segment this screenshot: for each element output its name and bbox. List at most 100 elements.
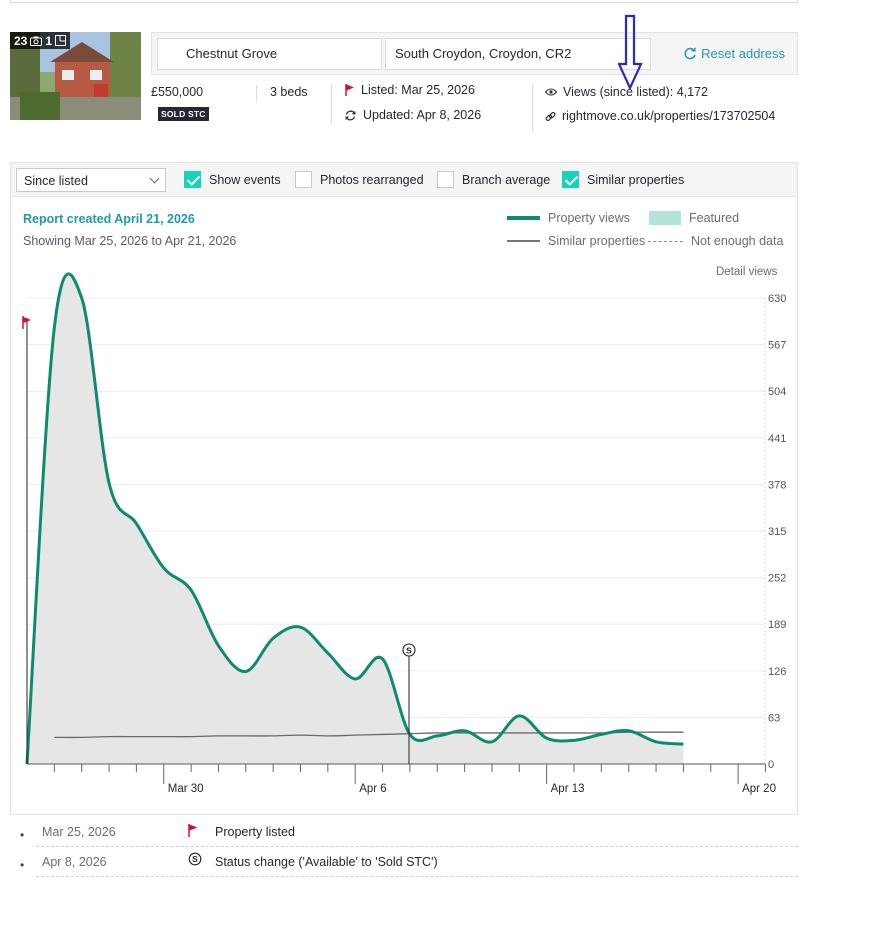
chart-controls: Since listed Show events Photos rearrang… <box>10 162 798 197</box>
similar-properties-label: Similar properties <box>587 172 685 187</box>
views-area <box>27 273 684 764</box>
checkbox-unchecked-icon[interactable] <box>437 171 454 188</box>
flag-icon <box>188 824 198 837</box>
period-select[interactable]: Since listed <box>16 168 166 192</box>
legend-label: Featured <box>689 211 740 225</box>
eye-icon <box>545 88 557 96</box>
show-events-label: Show events <box>209 172 281 187</box>
x-tick-label: Mar 30 <box>168 783 204 795</box>
event-label: Property listed <box>215 825 295 839</box>
address-bar: Chestnut Grove South Croydon, Croydon, C… <box>151 32 798 75</box>
bullet: • <box>20 858 25 872</box>
legend-label: Property views <box>548 211 630 225</box>
legend-label: Not enough data <box>691 234 784 248</box>
similar-properties-checkbox[interactable]: Similar properties <box>562 171 684 188</box>
event-label: Status change ('Available' to 'Sold STC'… <box>215 855 438 869</box>
reset-icon <box>684 47 696 60</box>
y-tick-label: 378 <box>768 479 786 491</box>
branch-average-checkbox[interactable]: Branch average <box>437 171 550 188</box>
report-range: Showing Mar 25, 2026 to Apr 21, 2026 <box>23 234 237 248</box>
svg-text:S: S <box>192 854 198 864</box>
beds: 3 beds <box>270 85 308 99</box>
listed-date: Listed: Mar 25, 2026 <box>345 83 475 97</box>
checkbox-checked-icon[interactable] <box>184 171 201 188</box>
event-row-listed: • Mar 25, 2026 Property listed <box>20 822 798 852</box>
divider <box>532 84 533 132</box>
photo-count-badge: 23 1 <box>10 32 71 49</box>
property-photo[interactable]: 23 1 <box>10 32 141 120</box>
similar-properties-line <box>54 731 684 739</box>
photos-rearranged-label: Photos rearranged <box>320 172 424 187</box>
floorplan-count: 1 <box>45 33 53 48</box>
divider <box>36 876 798 877</box>
photo-count: 23 <box>14 33 28 48</box>
refresh-icon <box>345 110 356 120</box>
show-events-checkbox[interactable]: Show events <box>184 171 281 188</box>
branch-average-label: Branch average <box>462 172 551 187</box>
divider <box>331 84 332 124</box>
updated-label: Updated: Apr 8, 2026 <box>363 108 482 122</box>
y-tick-label: 630 <box>768 293 786 305</box>
y-tick-label: 504 <box>768 386 786 398</box>
event-row-status-change: • Apr 8, 2026 S Status change ('Availabl… <box>20 852 798 882</box>
legend-not-enough-data: Not enough data <box>648 234 783 248</box>
area-value: South Croydon, Croydon, CR2 <box>395 46 572 61</box>
status-badge: SOLD STC <box>158 107 209 121</box>
views-label: Views (since listed): 4,172 <box>563 85 708 99</box>
legend-swatch <box>649 211 681 225</box>
checkbox-unchecked-icon[interactable] <box>295 171 312 188</box>
flag-icon <box>345 84 354 96</box>
status-change-icon-letter: S <box>406 646 412 656</box>
link-icon <box>545 111 556 121</box>
flag-icon-pennant <box>23 317 31 323</box>
y-tick-label: 567 <box>768 340 786 352</box>
checkbox-checked-icon[interactable] <box>562 171 579 188</box>
y-tick-label: 63 <box>768 712 780 724</box>
previous-panel-edge <box>10 0 798 3</box>
legend-label: Similar properties <box>548 234 646 248</box>
legend-featured: Featured <box>649 211 739 225</box>
listing-url[interactable]: rightmove.co.uk/properties/173702504 <box>562 109 776 123</box>
event-date: Mar 25, 2026 <box>42 825 116 839</box>
area-input[interactable]: South Croydon, Croydon, CR2 <box>385 38 651 70</box>
y-tick-label: 126 <box>768 666 786 678</box>
street-value: Chestnut Grove <box>186 46 278 61</box>
legend-similar-properties: Similar properties <box>507 234 645 248</box>
photos-rearranged-checkbox[interactable]: Photos rearranged <box>295 171 424 188</box>
legend-swatch <box>507 216 540 220</box>
y-tick-label: 315 <box>768 526 786 538</box>
price: £550,000 <box>151 85 204 99</box>
report-title: Report created April 21, 2026 <box>23 212 195 226</box>
divider <box>256 85 257 102</box>
y-tick-label: 0 <box>768 759 774 771</box>
property-views-line <box>25 272 684 765</box>
y-tick-label: 252 <box>768 573 786 585</box>
views-since-listed: Views (since listed): 4,172 <box>545 85 708 99</box>
x-tick-label: Apr 6 <box>359 783 387 795</box>
updated-date: Updated: Apr 8, 2026 <box>345 108 481 122</box>
chart-panel <box>10 197 798 815</box>
street-input[interactable]: Chestnut Grove <box>157 38 382 70</box>
legend-property-views: Property views <box>507 211 630 225</box>
y-tick-label: 189 <box>768 619 786 631</box>
bullet: • <box>20 828 25 842</box>
y-axis-title: Detail views <box>716 266 778 278</box>
camera-icon <box>30 36 43 46</box>
reset-address-label: Reset address <box>701 46 785 61</box>
floorplan-icon <box>55 35 67 46</box>
listing-link[interactable]: rightmove.co.uk/properties/173702504 <box>545 109 775 123</box>
legend-swatch <box>507 240 540 242</box>
period-value: Since listed <box>24 174 88 188</box>
status-change-icon <box>402 643 416 657</box>
house-photo-illustration <box>10 32 141 120</box>
reset-address-button[interactable]: Reset address <box>684 46 785 61</box>
down-arrow-annotation-icon <box>618 14 643 91</box>
x-tick-label: Apr 13 <box>551 783 585 795</box>
x-tick-label: Apr 20 <box>742 783 776 795</box>
legend-swatch <box>648 240 683 242</box>
y-tick-label: 441 <box>768 433 786 445</box>
event-date: Apr 8, 2026 <box>42 855 107 869</box>
status-change-icon: S <box>188 852 202 866</box>
listed-label: Listed: Mar 25, 2026 <box>361 83 475 97</box>
